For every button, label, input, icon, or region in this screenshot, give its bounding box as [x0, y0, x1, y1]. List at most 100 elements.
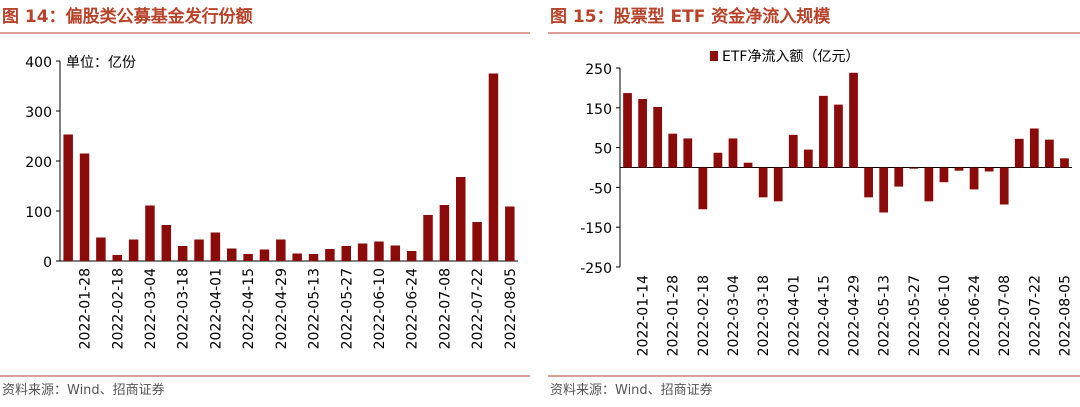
x-tick-label: 2022-02-18: [696, 275, 712, 356]
bar: [1060, 158, 1069, 168]
bar: [1045, 139, 1054, 168]
x-tick-label: 2022-06-24: [405, 268, 421, 349]
x-tick-label: 2022-05-13: [307, 268, 323, 349]
bar: [456, 177, 466, 261]
bar: [834, 104, 843, 168]
bar: [653, 107, 663, 168]
y-tick-label: 200: [25, 155, 52, 171]
bar: [698, 167, 708, 210]
bar: [243, 254, 253, 261]
bar: [668, 133, 678, 168]
bar: [423, 215, 433, 261]
bar: [864, 167, 873, 198]
bar: [488, 73, 499, 261]
y-tick-label: -250: [580, 261, 612, 277]
bar: [788, 134, 798, 168]
x-tick-label: 2022-08-05: [503, 268, 519, 349]
source: 资料来源：Wind、招商证券: [2, 382, 165, 398]
bar: [758, 167, 768, 198]
bar: [439, 205, 450, 261]
y-tick-label: 300: [25, 105, 52, 121]
bar: [728, 138, 738, 168]
x-tick-label: 2022-02-18: [110, 268, 126, 349]
bar: [819, 95, 828, 168]
x-tick-label: 2022-07-08: [997, 275, 1013, 356]
x-tick-label: 2022-07-22: [1027, 275, 1043, 356]
bar: [969, 167, 979, 190]
y-tick-label: 400: [25, 55, 52, 71]
x-tick-label: 2022-05-27: [907, 275, 923, 356]
bar: [194, 239, 204, 261]
x-tick-label: 2022-08-05: [1057, 275, 1073, 356]
bar: [227, 248, 237, 261]
x-tick-label: 2022-04-01: [208, 268, 224, 349]
bar: [177, 246, 188, 261]
bar: [773, 167, 783, 202]
bar: [406, 251, 417, 261]
bar: [357, 243, 368, 261]
x-tick-label: 2022-06-10: [937, 275, 953, 356]
bar: [849, 72, 858, 168]
bar: [472, 222, 482, 261]
bar: [63, 134, 73, 261]
y-tick-label: -150: [580, 221, 612, 237]
bar: [96, 237, 106, 261]
bar: [683, 138, 693, 168]
y-tick-label: -50: [589, 181, 612, 197]
x-tick-label: 2022-07-08: [437, 268, 453, 349]
bar: [743, 162, 753, 168]
bar: [954, 167, 964, 171]
bar: [325, 249, 335, 261]
bar: [79, 153, 90, 261]
bar: [128, 239, 139, 261]
bar: [276, 239, 286, 261]
bar: [145, 205, 155, 261]
chart-title: 图 15：股票型 ETF 资金净流入规模: [550, 6, 831, 27]
bar: [1029, 128, 1039, 168]
bar: [713, 152, 723, 168]
bar: [894, 167, 904, 187]
x-tick-label: 2022-06-24: [967, 275, 983, 356]
y-tick-label: 250: [585, 62, 612, 78]
bar: [505, 206, 515, 261]
bar: [1014, 138, 1024, 168]
bar: [112, 255, 122, 261]
x-tick-label: 2022-01-28: [666, 275, 682, 356]
bar: [879, 167, 889, 213]
y-tick-label: 100: [25, 205, 52, 221]
bar: [292, 253, 302, 261]
y-tick-label: 0: [43, 255, 52, 271]
x-tick-label: 2022-04-29: [847, 275, 863, 356]
y-tick-label: 50: [594, 142, 612, 158]
bar: [909, 167, 919, 169]
x-tick-label: 2022-04-15: [816, 275, 832, 356]
bar: [939, 167, 949, 183]
x-tick-label: 2022-05-27: [339, 268, 355, 349]
bar: [999, 167, 1009, 205]
x-tick-label: 2022-03-04: [726, 275, 742, 356]
chart-title: 图 14：偏股类公募基金发行份额: [2, 6, 253, 27]
bar: [984, 167, 994, 172]
bar: [341, 246, 351, 261]
x-tick-label: 2022-06-10: [372, 268, 388, 349]
x-tick-label: 2022-03-18: [176, 268, 192, 349]
bar: [924, 167, 934, 202]
x-tick-label: 2022-01-28: [78, 268, 94, 349]
bar: [390, 245, 401, 261]
y-tick-label: 150: [585, 102, 612, 118]
x-tick-label: 2022-03-04: [143, 268, 159, 349]
bar: [210, 232, 221, 261]
bar: [161, 225, 172, 261]
unit-note: 单位：亿份: [66, 55, 136, 71]
bar: [803, 149, 813, 168]
x-tick-label: 2022-04-15: [241, 268, 257, 349]
bar: [259, 249, 270, 261]
x-tick-label: 2022-07-22: [470, 268, 486, 349]
legend-swatch: [710, 51, 718, 61]
bar: [374, 241, 384, 261]
bar: [308, 254, 319, 261]
legend-label: ETF净流入额（亿元）: [722, 49, 859, 65]
x-tick-label: 2022-03-18: [756, 275, 772, 356]
x-tick-label: 2022-05-13: [877, 275, 893, 356]
x-tick-label: 2022-04-29: [274, 268, 290, 349]
